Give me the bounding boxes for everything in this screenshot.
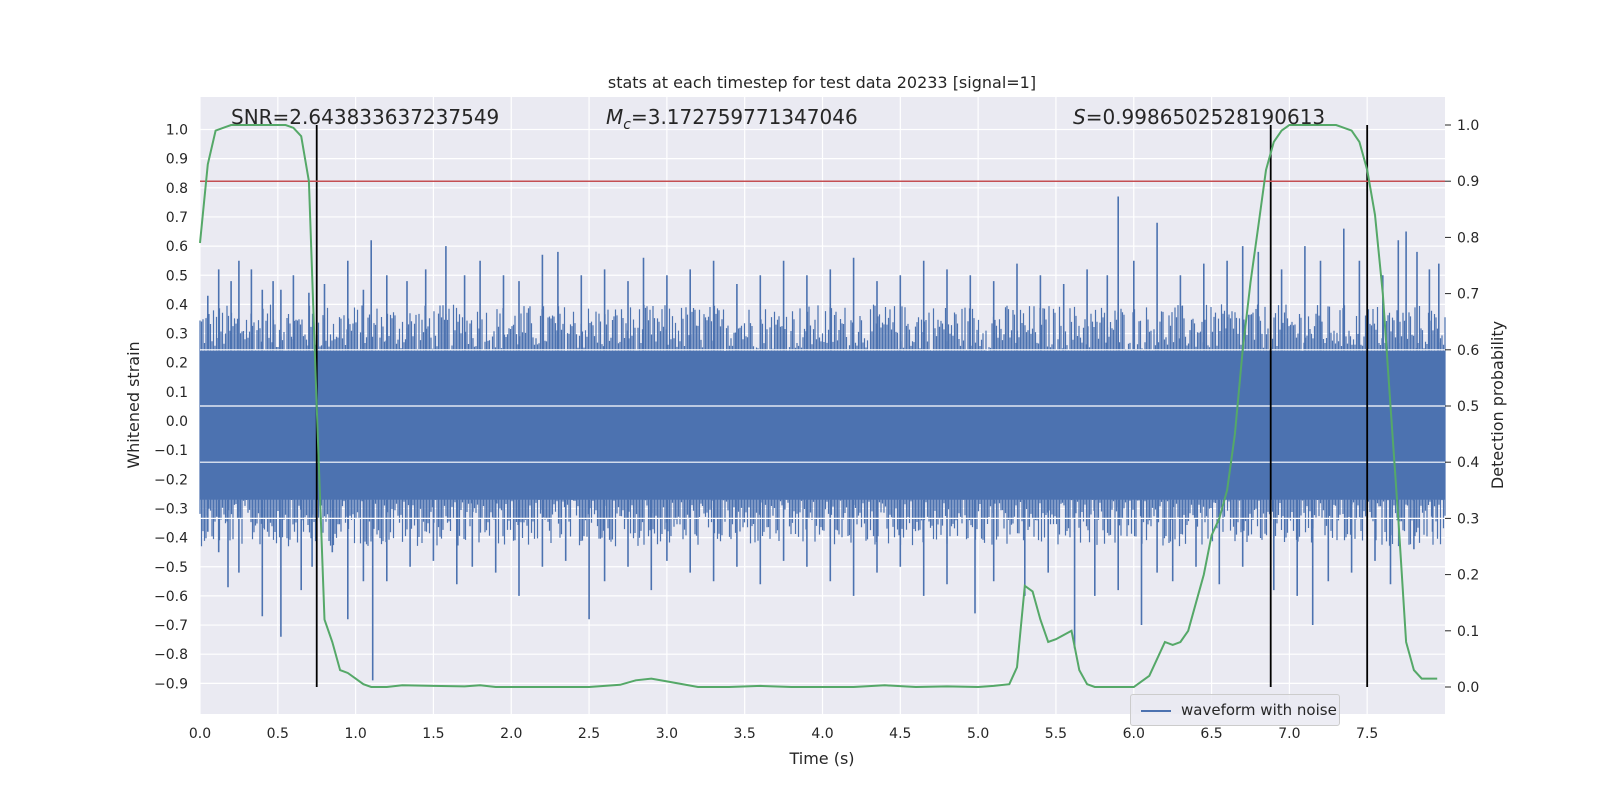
left-y-tick-label-5: 0.5 <box>166 268 188 284</box>
waveform-spikes <box>207 196 1440 681</box>
left-y-tick-label-13: −0.3 <box>154 501 188 517</box>
s-annotation: S=0.9986502528190613 <box>1073 105 1325 129</box>
legend-label: waveform with noise <box>1181 701 1337 719</box>
x-tick-labels: 0.0 0.5 1.0 1.5 2.0 2.5 3.0 3.5 4.0 4.5 5.0 5.5 6.0 6… <box>189 726 1378 742</box>
right-y-tick-label-4: 0.6 <box>1457 343 1479 359</box>
chirp-mass-value: =3.172759771347046 <box>631 105 858 129</box>
left-y-tick-label-2: 0.8 <box>166 181 188 197</box>
left-y-axis-label: Whitened strain <box>124 341 143 468</box>
left-y-tick-label-0: 1.0 <box>166 123 188 139</box>
left-y-tick-label-8: 0.2 <box>166 356 188 372</box>
right-y-tick-label-7: 0.3 <box>1457 511 1479 527</box>
x-tick-label-3: 1.5 <box>422 726 444 742</box>
x-tick-label-5: 2.5 <box>578 726 600 742</box>
right-y-tick-label-10: 0.0 <box>1457 680 1479 696</box>
left-y-tick-label-10: 0.0 <box>166 414 188 430</box>
right-y-tick-label-0: 1.0 <box>1457 118 1479 134</box>
x-tick-label-2: 1.0 <box>344 726 366 742</box>
x-tick-label-7: 3.5 <box>734 726 756 742</box>
x-tick-label-15: 7.5 <box>1356 726 1378 742</box>
left-y-tick-label-7: 0.3 <box>166 327 188 343</box>
right-y-tick-label-1: 0.9 <box>1457 174 1479 190</box>
chirp-mass-symbol: M <box>606 105 623 129</box>
s-value: =0.9986502528190613 <box>1086 105 1325 129</box>
x-tick-label-1: 0.5 <box>267 726 289 742</box>
left-y-tick-label-19: −0.9 <box>154 676 188 692</box>
x-tick-label-13: 6.5 <box>1200 726 1222 742</box>
right-y-tick-label-9: 0.1 <box>1457 624 1479 640</box>
waveform-noise <box>199 304 1446 547</box>
x-tick-label-4: 2.0 <box>500 726 522 742</box>
left-y-tick-label-15: −0.5 <box>154 560 188 576</box>
left-y-tick-label-17: −0.7 <box>154 618 188 634</box>
x-tick-label-11: 5.5 <box>1045 726 1067 742</box>
snr-annotation: SNR=2.643833637237549 <box>231 105 499 129</box>
left-y-tick-label-9: 0.1 <box>166 385 188 401</box>
waveform-series <box>199 196 1446 681</box>
legend: waveform with noise <box>1130 694 1340 726</box>
left-y-tick-label-6: 0.4 <box>166 297 188 313</box>
x-axis-label: Time (s) <box>788 749 854 768</box>
left-y-tick-label-18: −0.8 <box>154 647 188 663</box>
chirp-mass-subscript: c <box>623 117 631 133</box>
probability-line <box>199 124 1438 689</box>
x-tick-label-9: 4.5 <box>889 726 911 742</box>
right-y-tick-labels: 1.0 0.9 0.8 0.7 0.6 0.5 0.4 0.3 0.2 0.1 0.0 <box>1445 118 1479 696</box>
probability-series <box>199 124 1438 689</box>
left-y-tick-label-3: 0.7 <box>166 210 188 226</box>
left-y-tick-label-4: 0.6 <box>166 239 188 255</box>
x-tick-label-8: 4.0 <box>811 726 833 742</box>
chirp-mass-annotation: Mc=3.172759771347046 <box>606 105 858 133</box>
x-tick-label-14: 7.0 <box>1278 726 1300 742</box>
s-symbol: S <box>1073 105 1086 129</box>
left-y-tick-label-1: 0.9 <box>166 152 188 168</box>
chart-title: stats at each timestep for test data 202… <box>608 73 1036 92</box>
left-y-tick-label-11: −0.1 <box>154 443 188 459</box>
left-y-tick-label-12: −0.2 <box>154 472 188 488</box>
left-y-tick-labels: 1.0 0.9 0.8 0.7 0.6 0.5 0.4 0.3 0.2 0.1 0.0 −0.1 −0.… <box>154 123 188 693</box>
x-tick-label-10: 5.0 <box>967 726 989 742</box>
x-tick-label-12: 6.0 <box>1123 726 1145 742</box>
x-tick-label-6: 3.0 <box>656 726 678 742</box>
right-y-tick-label-3: 0.7 <box>1457 287 1479 303</box>
left-y-tick-label-16: −0.6 <box>154 589 188 605</box>
left-y-tick-label-14: −0.4 <box>154 531 188 547</box>
legend-swatch <box>1141 710 1171 712</box>
x-tick-label-0: 0.0 <box>189 726 211 742</box>
right-y-tick-label-2: 0.8 <box>1457 230 1479 246</box>
right-y-tick-label-6: 0.4 <box>1457 455 1479 471</box>
right-y-axis-label: Detection probability <box>1488 321 1507 489</box>
right-y-tick-label-5: 0.5 <box>1457 399 1479 415</box>
right-y-tick-label-8: 0.2 <box>1457 568 1479 584</box>
